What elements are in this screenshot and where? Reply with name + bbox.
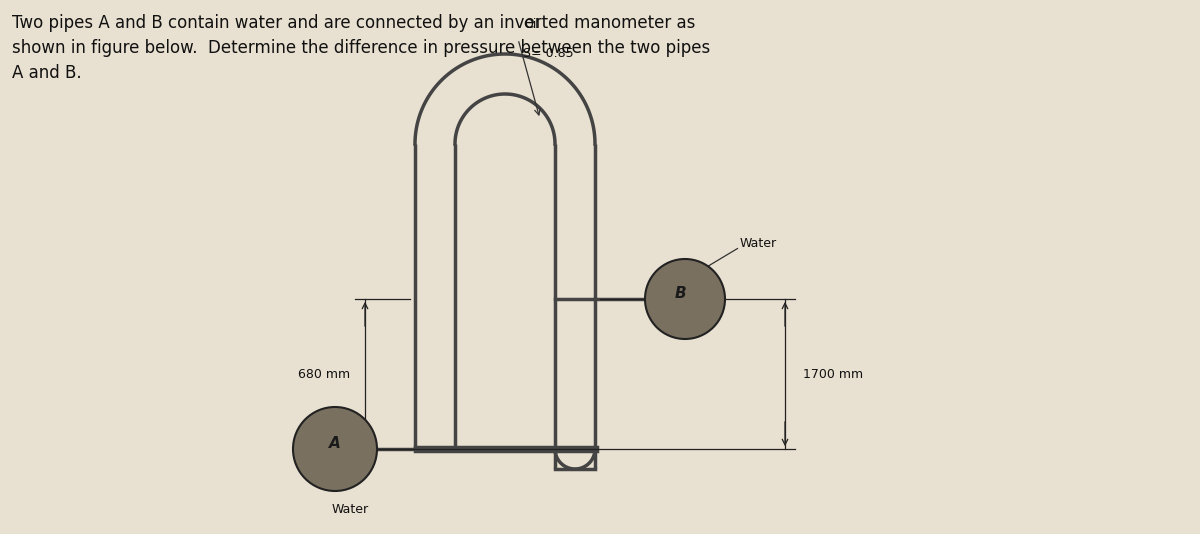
- Text: Oil: Oil: [523, 18, 540, 31]
- Text: A: A: [329, 436, 341, 452]
- Circle shape: [293, 407, 377, 491]
- Circle shape: [646, 259, 725, 339]
- Text: S= 0.85: S= 0.85: [523, 47, 574, 60]
- Text: Two pipes A and B contain water and are connected by an inverted manometer as
sh: Two pipes A and B contain water and are …: [12, 14, 710, 82]
- Text: B: B: [674, 287, 686, 302]
- Text: 1700 mm: 1700 mm: [803, 367, 863, 381]
- Text: Water: Water: [331, 503, 368, 516]
- Text: 680 mm: 680 mm: [298, 367, 350, 381]
- Text: Water: Water: [740, 238, 778, 250]
